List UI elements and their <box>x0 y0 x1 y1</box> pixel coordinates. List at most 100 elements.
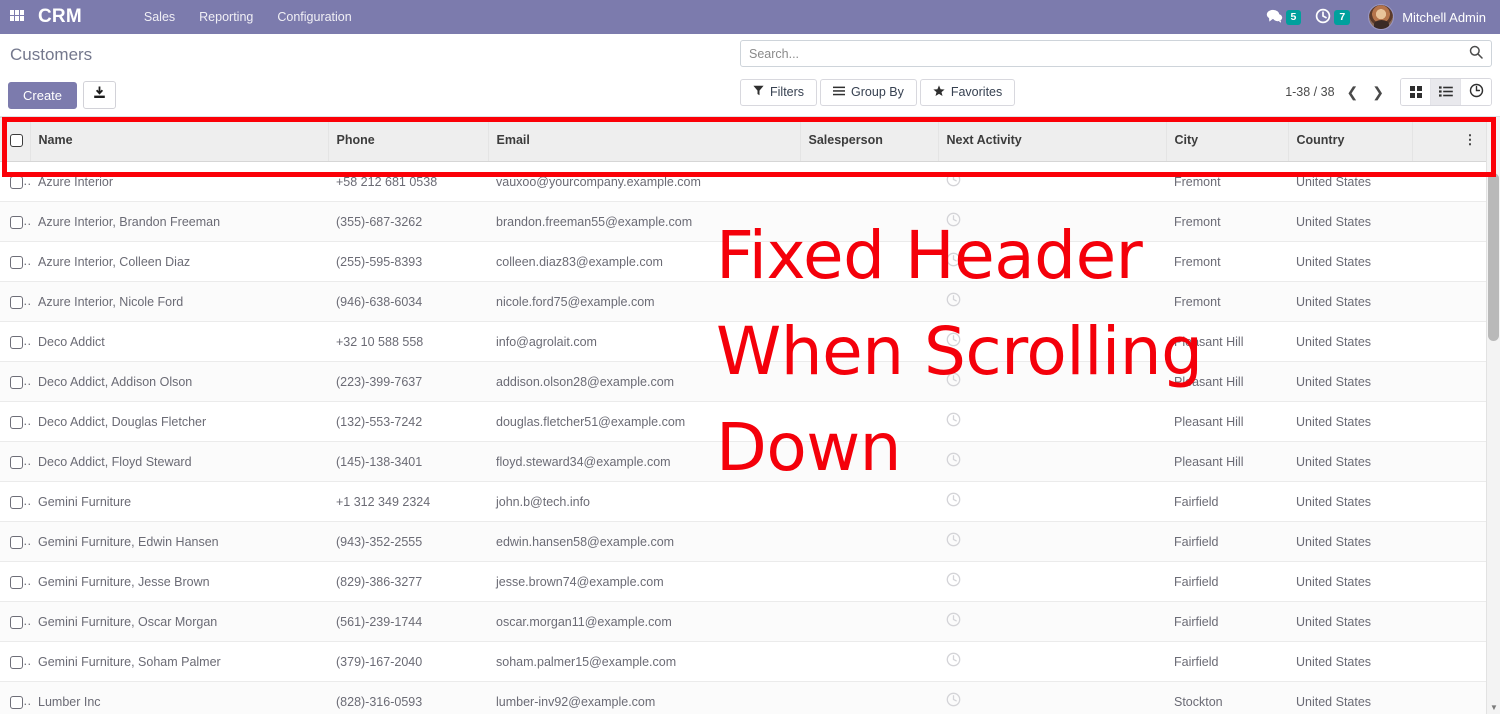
chevron-right-icon[interactable]: ❯ <box>1372 83 1384 100</box>
cell-next-activity[interactable] <box>938 401 1166 442</box>
clock-icon[interactable] <box>946 492 961 511</box>
cell-next-activity[interactable] <box>938 441 1166 482</box>
row-select-cell[interactable] <box>0 641 30 682</box>
chevron-left-icon[interactable]: ❮ <box>1346 83 1359 100</box>
table-row[interactable]: Gemini Furniture +1 312 349 2324 john.b@te… <box>0 481 1486 522</box>
select-all-checkbox[interactable] <box>10 133 23 147</box>
column-header-name[interactable]: Name <box>30 117 329 162</box>
table-row[interactable]: Azure Interior, Nicole Ford (946)-638-603… <box>0 281 1486 322</box>
view-button-list[interactable] <box>1431 79 1461 105</box>
row-checkbox[interactable] <box>10 535 23 549</box>
row-select-cell[interactable] <box>0 561 30 602</box>
table-row[interactable]: Lumber Inc (828)-316-0593 lumber-inv92@exa… <box>0 681 1486 714</box>
row-checkbox[interactable] <box>10 415 23 429</box>
column-header-city[interactable]: City <box>1166 117 1289 162</box>
menu-item-sales[interactable]: Sales <box>143 10 176 24</box>
menu-item-reporting[interactable]: Reporting <box>199 10 254 24</box>
clock-icon[interactable] <box>946 412 961 431</box>
clock-icon[interactable] <box>946 572 961 591</box>
row-select-cell[interactable] <box>0 161 30 202</box>
menu-item-configuration[interactable]: Configuration <box>277 10 352 24</box>
cell-next-activity[interactable] <box>938 561 1166 602</box>
clock-icon[interactable] <box>946 532 961 551</box>
row-checkbox[interactable] <box>10 455 23 469</box>
search-box[interactable] <box>740 40 1492 67</box>
row-select-cell[interactable] <box>0 281 30 322</box>
filters-button[interactable]: Filters <box>740 78 818 106</box>
row-checkbox[interactable] <box>10 295 23 309</box>
cell-next-activity[interactable] <box>938 201 1166 242</box>
table-row[interactable]: Gemini Furniture, Oscar Morgan (561)-239-… <box>0 601 1486 642</box>
row-checkbox[interactable] <box>10 215 23 229</box>
view-button-kanban[interactable] <box>1401 79 1431 105</box>
favorites-button[interactable]: Favorites <box>919 78 1016 106</box>
create-button[interactable]: Create <box>8 81 78 109</box>
cell-next-activity[interactable] <box>938 601 1166 642</box>
cell-next-activity[interactable] <box>938 681 1166 714</box>
row-select-cell[interactable] <box>0 401 30 442</box>
scrollbar-thumb[interactable] <box>1488 173 1499 341</box>
row-select-cell[interactable] <box>0 601 30 642</box>
clock-icon[interactable] <box>946 652 961 671</box>
user-menu[interactable]: Mitchell Admin <box>1368 4 1486 30</box>
clock-icon[interactable] <box>946 612 961 631</box>
scroll-down-arrow-icon[interactable]: ▼ <box>1490 703 1498 712</box>
row-select-cell[interactable] <box>0 441 30 482</box>
cell-next-activity[interactable] <box>938 361 1166 402</box>
row-select-cell[interactable] <box>0 681 30 714</box>
row-checkbox[interactable] <box>10 255 23 269</box>
search-icon[interactable] <box>1469 45 1483 62</box>
messages-button[interactable]: 5 <box>1266 9 1302 26</box>
row-checkbox[interactable] <box>10 335 23 349</box>
clock-icon[interactable] <box>946 212 961 231</box>
cell-next-activity[interactable] <box>938 641 1166 682</box>
row-checkbox[interactable] <box>10 575 23 589</box>
vertical-dots-icon[interactable]: ⋮ <box>1463 131 1478 147</box>
row-select-cell[interactable] <box>0 361 30 402</box>
cell-next-activity[interactable] <box>938 521 1166 562</box>
row-checkbox[interactable] <box>10 655 23 669</box>
apps-grid-icon[interactable] <box>10 10 28 24</box>
row-checkbox[interactable] <box>10 495 23 509</box>
row-checkbox[interactable] <box>10 695 23 709</box>
clock-icon[interactable] <box>946 452 961 471</box>
column-header-email[interactable]: Email <box>488 117 801 162</box>
cell-next-activity[interactable] <box>938 161 1166 202</box>
table-row[interactable]: Gemini Furniture, Jesse Brown (829)-386-3… <box>0 561 1486 602</box>
row-select-cell[interactable] <box>0 521 30 562</box>
column-options-header[interactable]: ⋮ <box>1412 117 1487 162</box>
row-select-cell[interactable] <box>0 241 30 282</box>
select-all-header[interactable] <box>0 117 31 162</box>
app-brand-crm[interactable]: CRM <box>38 6 82 27</box>
column-header-next-activity[interactable]: Next Activity <box>938 117 1167 162</box>
clock-icon[interactable] <box>946 292 961 311</box>
group-by-button[interactable]: Group By <box>820 78 917 106</box>
row-select-cell[interactable] <box>0 201 30 242</box>
clock-icon[interactable] <box>946 692 961 711</box>
row-checkbox[interactable] <box>10 615 23 629</box>
table-row[interactable]: Gemini Furniture, Edwin Hansen (943)-352-… <box>0 521 1486 562</box>
row-checkbox[interactable] <box>10 175 23 189</box>
table-row[interactable]: Deco Addict, Floyd Steward (145)-138-3401… <box>0 441 1486 482</box>
table-row[interactable]: Deco Addict, Addison Olson (223)-399-7637… <box>0 361 1486 402</box>
clock-icon[interactable] <box>946 332 961 351</box>
search-input[interactable] <box>749 46 1469 61</box>
row-select-cell[interactable] <box>0 481 30 522</box>
column-header-salesperson[interactable]: Salesperson <box>800 117 939 162</box>
clock-icon[interactable] <box>946 372 961 391</box>
table-row[interactable]: Deco Addict, Douglas Fletcher (132)-553-7… <box>0 401 1486 442</box>
table-row[interactable]: Azure Interior +58 212 681 0538 vauxoo@you… <box>0 161 1486 202</box>
view-button-activity[interactable] <box>1461 79 1491 105</box>
cell-next-activity[interactable] <box>938 281 1166 322</box>
table-row[interactable]: Gemini Furniture, Soham Palmer (379)-167-… <box>0 641 1486 682</box>
cell-next-activity[interactable] <box>938 241 1166 282</box>
row-checkbox[interactable] <box>10 375 23 389</box>
breadcrumb[interactable]: Customers <box>10 45 93 64</box>
clock-icon[interactable] <box>946 252 961 271</box>
cell-next-activity[interactable] <box>938 321 1166 362</box>
table-row[interactable]: Azure Interior, Brandon Freeman (355)-687… <box>0 201 1486 242</box>
clock-icon[interactable] <box>946 172 961 191</box>
vertical-scrollbar[interactable]: ▼ <box>1486 117 1500 714</box>
activities-button[interactable]: 7 <box>1315 8 1351 27</box>
row-select-cell[interactable] <box>0 321 30 362</box>
